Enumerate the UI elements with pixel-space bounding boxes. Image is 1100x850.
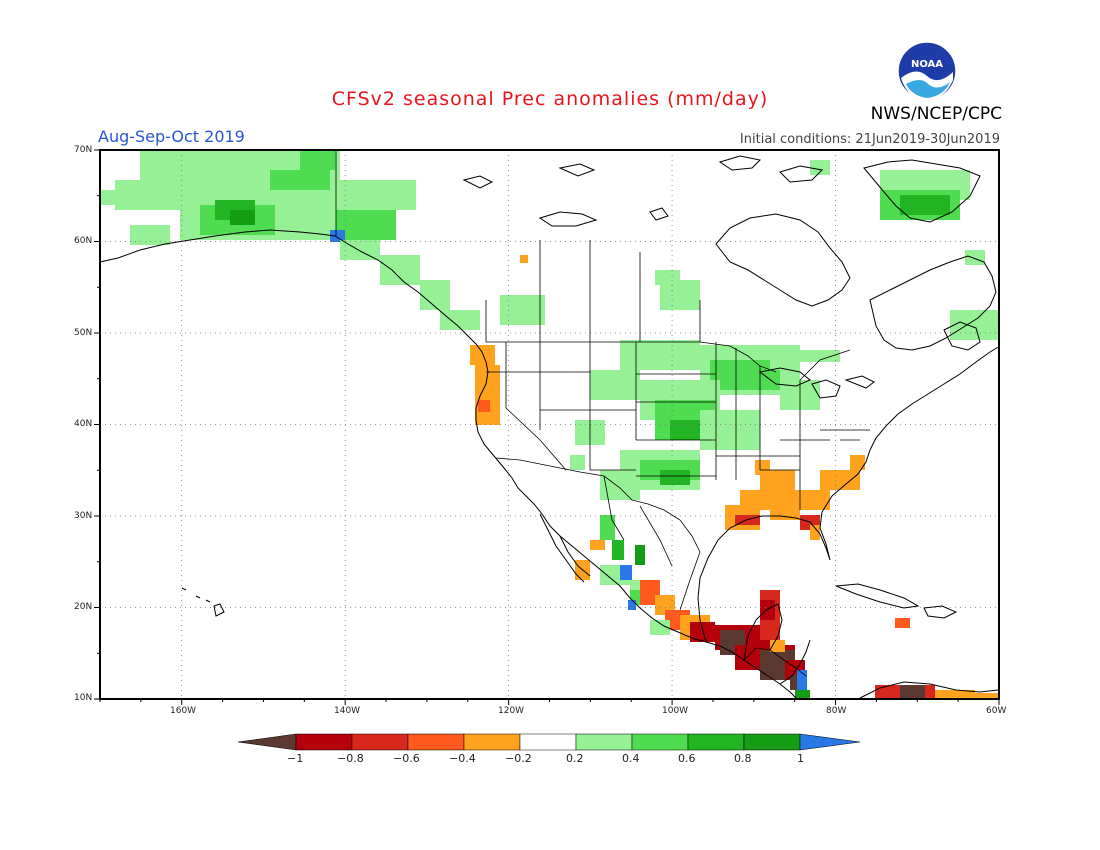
colorbar-label: 1: [797, 752, 804, 765]
colorbar-label: 0.2: [566, 752, 584, 765]
colorbar-label: 0.6: [678, 752, 696, 765]
colorbar-label: −0.4: [449, 752, 476, 765]
lat-label: 10N: [74, 693, 93, 703]
anomaly-cell: [850, 455, 865, 470]
anomaly-cell: [950, 310, 999, 340]
colorbar-label: 0.4: [622, 752, 640, 765]
anomaly-cell: [800, 350, 840, 362]
anomaly-cell: [795, 690, 810, 699]
anomaly-cell: [600, 470, 640, 500]
initial-conditions: Initial conditions: 21Jun2019-30Jun2019: [739, 132, 1000, 147]
colorbar-bin: [463, 733, 521, 751]
colorbar-label: 0.8: [734, 752, 752, 765]
colorbar-label: −0.8: [337, 752, 364, 765]
anomaly-cell: [478, 400, 490, 412]
anomaly-cell: [600, 515, 615, 540]
colorbar-label: −0.2: [505, 752, 532, 765]
anomaly-cell: [336, 210, 396, 240]
anomaly-cell: [100, 190, 130, 205]
anomaly-cell: [975, 693, 999, 699]
anomaly-cell: [965, 250, 985, 265]
anomaly-cell: [130, 225, 170, 245]
lon-label: 140W: [334, 706, 361, 716]
anomaly-cell: [760, 470, 795, 490]
svg-text:NOAA: NOAA: [911, 59, 943, 70]
lon-label: 100W: [662, 706, 689, 716]
lon-label: 160W: [170, 706, 197, 716]
anomaly-cell: [650, 620, 670, 635]
anomaly-cell: [660, 470, 690, 485]
colorbar-arrow-low: [238, 733, 297, 751]
anomaly-cell: [500, 295, 545, 325]
anomaly-cell: [900, 685, 925, 699]
anomaly-cell: [470, 345, 495, 365]
anomaly-cell: [810, 525, 820, 540]
anomaly-cell: [760, 600, 775, 620]
colorbar-bin: [519, 733, 577, 751]
anomaly-cell: [800, 490, 830, 510]
colorbar-bin: [295, 733, 353, 751]
lat-label: 60N: [74, 236, 93, 246]
anomaly-cell: [820, 470, 860, 490]
forecast-period: Aug-Sep-Oct 2019: [98, 127, 245, 146]
anomaly-cell: [440, 310, 480, 330]
lat-label: 40N: [74, 419, 93, 429]
colorbar-label: −1: [287, 752, 304, 765]
anomaly-cell-wet-extreme: [330, 230, 345, 242]
colorbar-bin: [575, 733, 633, 751]
anomaly-cell: [300, 150, 335, 170]
colorbar-bin: [743, 733, 801, 751]
anomaly-cell-wet-extreme: [628, 600, 636, 610]
anomaly-cell-wet-extreme: [620, 565, 632, 580]
map-title: CFSv2 seasonal Prec anomalies (mm/day): [331, 88, 769, 110]
anomaly-cell: [380, 255, 420, 285]
anomaly-cell: [270, 170, 330, 190]
anomaly-cell: [620, 340, 700, 370]
anomaly-cell: [935, 690, 975, 699]
colorbar-arrow-high: [799, 733, 861, 751]
anomaly-cell: [612, 540, 624, 560]
anomaly-cell: [690, 622, 715, 642]
lat-label: 70N: [74, 145, 93, 155]
anomaly-cell: [590, 370, 640, 400]
lat-label: 30N: [74, 511, 93, 521]
lat-label: 50N: [74, 328, 93, 338]
anomaly-cell: [230, 210, 255, 225]
anomaly-cell: [635, 545, 645, 565]
anomaly-cell: [895, 618, 910, 628]
anomaly-cell: [590, 540, 605, 550]
anomaly-cell: [810, 160, 830, 175]
anomaly-cell: [670, 420, 700, 440]
anomaly-cell: [336, 180, 416, 210]
anomaly-cell: [520, 255, 528, 263]
anomaly-cell: [900, 195, 950, 215]
coastlines: [99, 155, 1001, 699]
colorbar-bin: [351, 733, 409, 751]
political-borders: [335, 150, 870, 677]
lon-label: 80W: [826, 706, 847, 716]
colorbar-label: −0.6: [393, 752, 420, 765]
lat-label: 20N: [74, 602, 93, 612]
colorbar-bin: [407, 733, 465, 751]
lon-label: 60W: [986, 706, 1007, 716]
anomaly-cell: [655, 270, 680, 285]
anomaly-cell: [420, 280, 450, 310]
anomaly-cell-wet-extreme: [797, 670, 807, 690]
colorbar-bin: [687, 733, 745, 751]
colorbar: [238, 733, 861, 751]
organization-label: NWS/NCEP/CPC: [870, 104, 1002, 124]
lon-label: 120W: [498, 706, 525, 716]
noaa-logo: NOAA: [897, 41, 957, 101]
anomaly-cell: [770, 500, 800, 520]
anomaly-cell: [700, 410, 760, 450]
colorbar-bin: [631, 733, 689, 751]
anomaly-cell: [570, 455, 585, 470]
